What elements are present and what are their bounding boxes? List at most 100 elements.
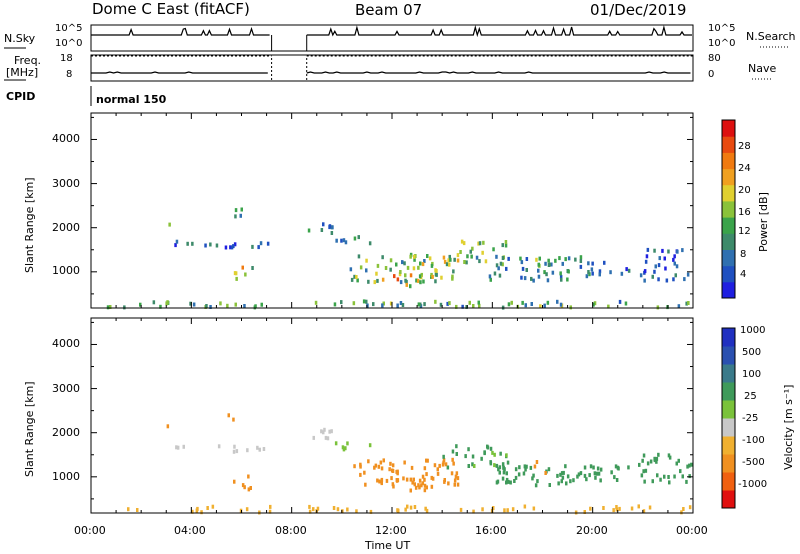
echo-cell (657, 277, 660, 282)
echo-cell (649, 459, 653, 464)
echo-cell (638, 462, 641, 467)
echo-cell (268, 509, 272, 514)
echo-cell (376, 263, 380, 268)
velocity-panel (90, 317, 736, 515)
echo-cell (637, 504, 640, 509)
echo-cell (592, 465, 595, 470)
echo-cell (396, 471, 399, 476)
echo-cell (562, 470, 565, 475)
echo-cell (367, 279, 370, 284)
echo-cell (416, 278, 420, 283)
echo-cell (643, 269, 647, 274)
echo-cell (530, 276, 533, 281)
power-cbar-tick-16: 16 (738, 207, 751, 218)
echo-cell (423, 483, 427, 488)
echo-cell (426, 458, 429, 463)
echo-cell (639, 273, 643, 278)
echo-cell (459, 250, 462, 254)
echo-cell (566, 277, 569, 282)
echo-cell (159, 304, 162, 309)
echo-cell (369, 509, 373, 514)
echo-cell (241, 265, 244, 270)
echo-cell (514, 475, 518, 480)
echo-cell (559, 271, 562, 276)
echo-cell (445, 262, 449, 267)
echo-cell (550, 262, 553, 267)
echo-cell (168, 222, 171, 227)
echo-cell (425, 485, 428, 490)
echo-cell (434, 299, 437, 304)
echo-cell (503, 467, 506, 472)
echo-cell (448, 254, 451, 259)
echo-cell (368, 241, 372, 246)
echo-cell (507, 302, 511, 307)
echo-cell (423, 477, 426, 482)
echo-cell (585, 477, 588, 482)
colorbar-segment (722, 152, 735, 170)
echo-cell (594, 475, 597, 480)
echo-cell (176, 445, 180, 450)
echo-cell (509, 480, 512, 485)
echo-cell (519, 256, 522, 261)
echo-cell (663, 474, 666, 479)
echo-cell (589, 506, 592, 511)
nsky-tick-top: 10^5 (55, 23, 83, 34)
echo-cell (664, 266, 667, 271)
echo-cell (417, 483, 420, 488)
echo-cell (462, 241, 466, 246)
echo-cell (403, 460, 406, 465)
echo-cell (247, 487, 251, 492)
echo-cell (401, 260, 404, 265)
echo-cell (441, 462, 445, 467)
echo-cell (495, 263, 499, 268)
echo-cell (475, 255, 479, 260)
echo-cell (665, 278, 669, 283)
echo-cell (381, 277, 385, 282)
echo-cell (423, 488, 427, 493)
echo-cell (560, 471, 564, 476)
echo-cell (593, 471, 597, 476)
echo-cell (615, 507, 619, 512)
echo-cell (424, 506, 427, 511)
echo-cell (433, 463, 437, 468)
velocity-cbar-tick-m25: -25 (742, 413, 759, 424)
echo-cell (438, 463, 441, 468)
colorbar-segment (722, 328, 735, 347)
echo-cell (412, 266, 416, 271)
echo-cell (139, 302, 142, 307)
echo-cell (477, 241, 480, 246)
echo-cell (551, 270, 555, 275)
echo-cell (655, 456, 659, 461)
echo-cell (681, 474, 684, 479)
echo-cell (673, 261, 676, 266)
echo-cell (646, 461, 650, 466)
echo-cell (653, 248, 656, 253)
echo-cell (396, 277, 400, 282)
echo-cell (396, 508, 399, 513)
echo-cell (456, 253, 460, 258)
colorbar-segment (722, 382, 735, 401)
echo-cell (521, 300, 524, 305)
freq-tick-bottom: 8 (66, 69, 73, 80)
echo-cell (539, 304, 542, 309)
echo-cell (507, 256, 510, 261)
echo-cell (175, 445, 178, 450)
echo-cell (668, 480, 671, 485)
echo-cell (405, 477, 409, 482)
echo-cell (372, 302, 375, 307)
echo-cell (353, 236, 357, 241)
echo-cell (461, 304, 464, 309)
echo-cell (376, 278, 379, 283)
echo-cell (478, 259, 481, 264)
echo-cell (353, 274, 356, 279)
nsky-trace (91, 26, 270, 36)
echo-cell (256, 445, 259, 450)
power-panel (90, 112, 736, 310)
echo-cell (106, 305, 110, 310)
echo-cell (390, 476, 393, 481)
echo-cell (330, 231, 334, 235)
echo-cell (677, 458, 680, 463)
echo-cell (607, 304, 610, 309)
velocity-cbar-tick-100: 100 (742, 369, 762, 380)
freq-tick-top: 18 (60, 53, 73, 64)
